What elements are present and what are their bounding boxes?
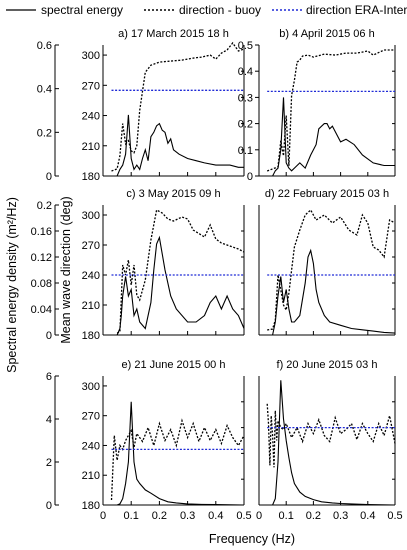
- direction-tick-label: 180: [82, 330, 100, 342]
- direction-tick-label: 270: [82, 240, 100, 252]
- direction-buoy-line: [116, 209, 245, 334]
- energy-tick-label: 0.1: [238, 145, 253, 157]
- direction-buoy-line: [266, 403, 396, 468]
- panel-title: f) 20 June 2015 03 h: [277, 359, 378, 371]
- panel-4: d) 22 February 2015 03 h: [258, 188, 396, 336]
- direction-tick-label: 210: [82, 300, 100, 312]
- energy-tick-label: 0.08: [31, 278, 52, 290]
- direction-tick-label: 300: [82, 381, 100, 393]
- x-tick-label: 0.5: [236, 510, 251, 522]
- direction-tick-label: 240: [82, 270, 100, 282]
- y-axis-label-direction: Mean wave direction (deg): [59, 196, 73, 343]
- energy-tick-label: 0: [46, 500, 52, 512]
- spectral-energy-line: [111, 401, 245, 506]
- spectral-energy-line: [108, 114, 244, 177]
- panel-title: d) 22 February 2015 03 h: [265, 188, 389, 200]
- x-tick-label: 0: [256, 510, 262, 522]
- x-tick-label: 0.1: [124, 510, 139, 522]
- energy-tick-label: 0.4: [238, 66, 253, 78]
- spectral-energy-line: [267, 380, 396, 506]
- panel-title: a) 17 March 2015 18 h: [118, 28, 229, 40]
- x-tick-label: 0.1: [279, 510, 294, 522]
- energy-tick-label: 0.3: [238, 92, 253, 104]
- energy-tick-label: 4: [46, 414, 52, 426]
- y-axis-label-energy: Spectral energy density (m²/Hz): [5, 197, 19, 373]
- energy-tick-label: 0.12: [31, 252, 52, 264]
- energy-tick-label: 6: [46, 371, 52, 383]
- x-tick-label: 0.4: [360, 510, 375, 522]
- spectral-energy-line: [267, 97, 395, 177]
- energy-tick-label: 0.4: [37, 84, 52, 96]
- x-tick-label: 0.2: [152, 510, 167, 522]
- direction-buoy-line: [110, 418, 245, 501]
- x-tick-label: 0.3: [180, 510, 195, 522]
- direction-tick-label: 210: [82, 141, 100, 153]
- energy-tick-label: 0.6: [37, 40, 52, 52]
- direction-tick-label: 240: [82, 111, 100, 123]
- x-tick-label: 0: [100, 510, 106, 522]
- panel-2: b) 4 April 2015 06 h 0 0.1 0.2 0.3 0.4 0.5: [238, 28, 396, 183]
- spectral-energy-line: [111, 235, 245, 336]
- direction-tick-label: 180: [82, 171, 100, 183]
- energy-tick-label: 0.04: [31, 304, 52, 316]
- panel-title: b) 4 April 2015 06 h: [279, 28, 374, 40]
- direction-tick-label: 210: [82, 470, 100, 482]
- x-tick-label: 0.4: [208, 510, 223, 522]
- energy-tick-label: 0.2: [37, 127, 52, 139]
- direction-tick-label: 180: [82, 500, 100, 512]
- direction-tick-label: 300: [82, 50, 100, 62]
- panel-title: c) 3 May 2015 09 h: [126, 188, 220, 200]
- panels: a) 17 March 2015 18 h00.20.40.6180210240…: [31, 28, 403, 522]
- energy-tick-label: 0.16: [31, 226, 52, 238]
- legend-buoy-label: direction - buoy: [179, 3, 261, 17]
- direction-buoy-line: [266, 49, 395, 172]
- energy-tick-label: 0: [247, 171, 253, 183]
- energy-tick-label: 0: [46, 171, 52, 183]
- panel-3: c) 3 May 2015 09 h 0 0.04 0.08 0.12 0.16 0.2 18…: [31, 188, 245, 342]
- panel-title: e) 21 June 2015 00 h: [122, 359, 226, 371]
- direction-buoy-line: [111, 41, 245, 172]
- panel-1: a) 17 March 2015 18 h 0 0.2 0.4 0.6 180 210 240…: [37, 28, 245, 183]
- x-tick-label: 0.3: [333, 510, 348, 522]
- energy-tick-label: 2: [46, 457, 52, 469]
- energy-tick-label: 0.2: [238, 119, 253, 131]
- direction-tick-label: 270: [82, 80, 100, 92]
- legend-spectral-label: spectral energy: [41, 3, 123, 17]
- direction-tick-label: 270: [82, 411, 100, 423]
- x-axis-label: Frequency (Hz): [209, 532, 295, 546]
- spectral-energy-line: [267, 248, 396, 336]
- energy-tick-label: 0.2: [37, 200, 52, 212]
- energy-tick-label: 0.5: [238, 40, 253, 52]
- energy-tick-label: 0: [46, 330, 52, 342]
- direction-tick-label: 240: [82, 440, 100, 452]
- direction-tick-label: 300: [82, 210, 100, 222]
- panel-5: e) 21 June 2015 00 h 0 2 4 6 180 210 240 270 300 0…: [46, 359, 252, 522]
- legend: spectral energy direction - buoy directi…: [6, 3, 407, 17]
- direction-buoy-line: [267, 208, 396, 331]
- x-tick-label: 0.5: [387, 510, 402, 522]
- legend-era-label: direction ERA-Interim: [306, 3, 407, 17]
- panel-6: f) 20 June 2015 03 h 0 0.1 0.2 0.3 0.4 0.5: [256, 359, 403, 522]
- x-tick-label: 0.2: [306, 510, 321, 522]
